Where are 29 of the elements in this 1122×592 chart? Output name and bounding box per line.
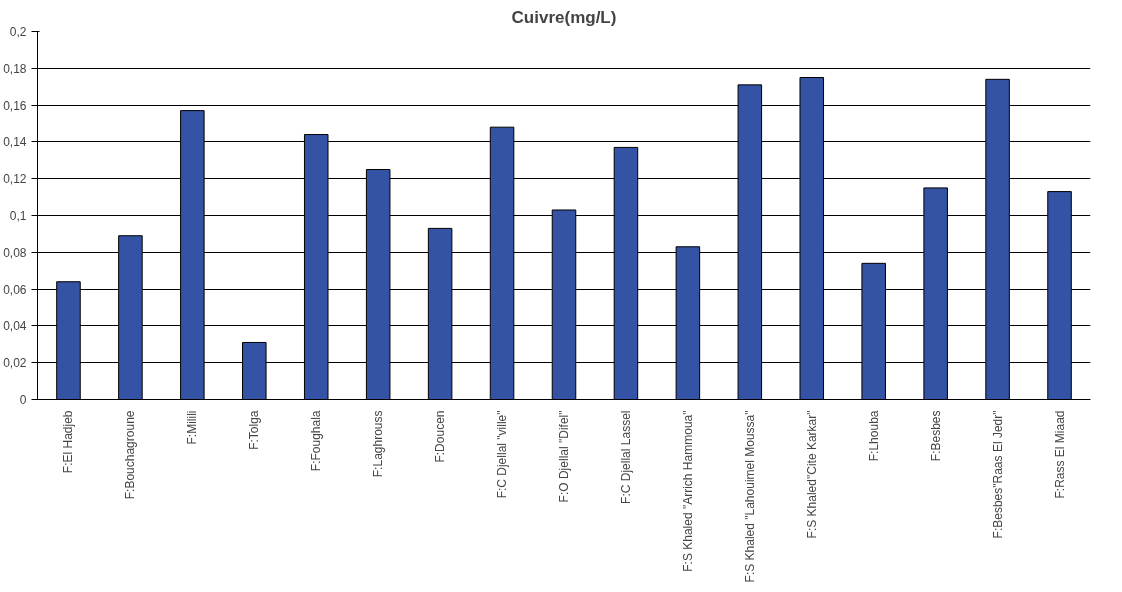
y-tick-label: 0,02: [3, 356, 27, 371]
y-tick-label: 0,2: [9, 25, 27, 39]
x-tick-label: F:S Khaled "Lahouimel Moussa": [742, 410, 757, 583]
y-tick-label: 0,18: [3, 61, 27, 76]
y-tick-label: 0,04: [3, 319, 27, 334]
x-tick-label: F:Besbes: [928, 410, 943, 462]
x-tick-label: F:Bouchagroune: [123, 410, 138, 500]
y-tick-label: 0,16: [3, 98, 27, 113]
x-tick-label: F:Foughala: [309, 410, 324, 472]
x-tick-label: F:C Djellal Lassel: [618, 410, 633, 504]
x-tick-label: F:Laghrouss: [371, 410, 386, 478]
y-tick-label: 0,14: [3, 135, 27, 150]
x-tick-label: F:El Hadjeb: [61, 410, 76, 474]
x-tick-label: F:Lhouba: [866, 410, 881, 462]
x-tick-label: F:Milili: [185, 410, 200, 445]
x-tick-label: F:Besbes"Raas El Jedr": [990, 410, 1005, 539]
x-tick-label: F:Tolga: [247, 410, 262, 450]
x-tick-label: F:S Khaled "Arrich Hammoua": [680, 410, 695, 572]
y-tick-label: 0,06: [3, 282, 27, 297]
chart-title: Cuivre(mg/L): [511, 7, 617, 27]
x-tick-label: F:Doucen: [433, 410, 448, 463]
y-tick-label: 0,1: [9, 209, 27, 223]
x-tick-label: F:Rass El Miaad: [1052, 410, 1067, 499]
y-tick-label: 0,12: [3, 172, 27, 187]
x-tick-label: F:C Djellal "ville": [495, 410, 510, 499]
x-tick-label: F:S Khaled"Cite Karkar": [804, 410, 819, 539]
y-tick-label: 0: [19, 393, 27, 407]
y-tick-label: 0,08: [3, 245, 27, 260]
x-tick-label: F:O Djellal "Difel": [557, 410, 571, 503]
